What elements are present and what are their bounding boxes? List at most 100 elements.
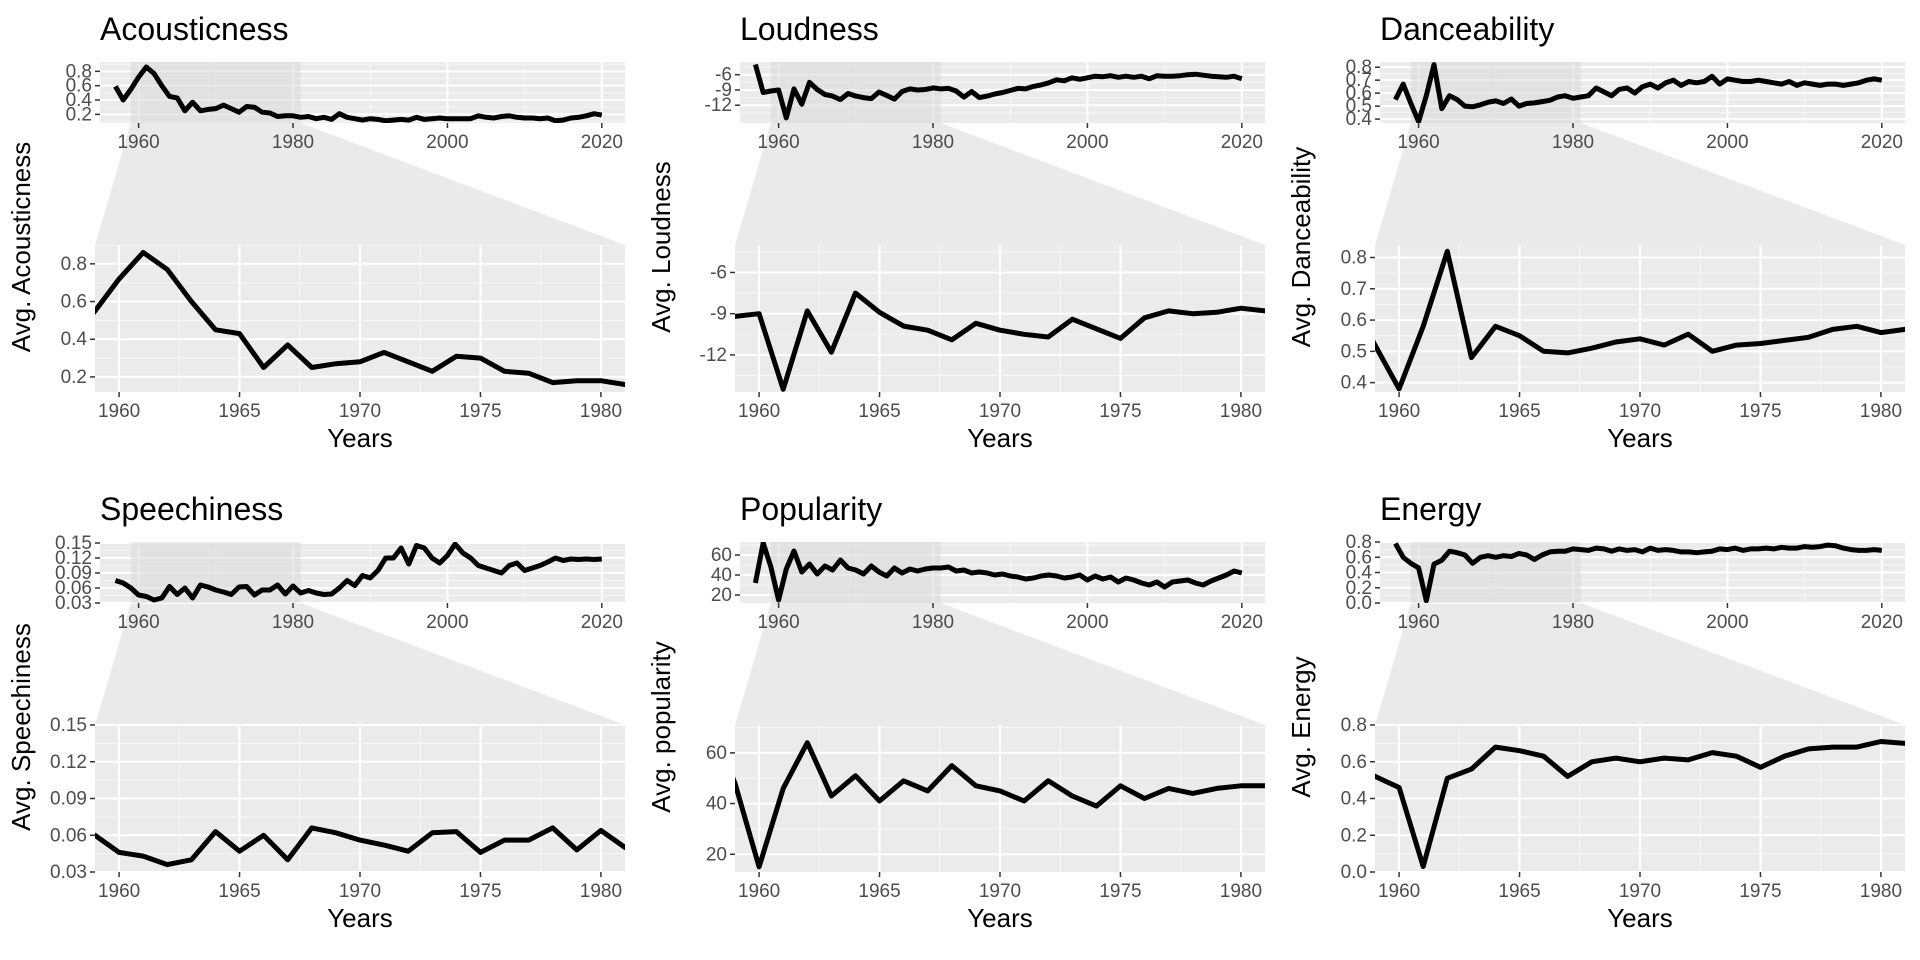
overview-y-tick-label: 40 xyxy=(711,565,732,586)
zoom-y-tick-label: 0.8 xyxy=(1341,248,1367,269)
zoom-x-tick-label: 1960 xyxy=(738,401,780,422)
zoom-y-tick-label: -6 xyxy=(710,262,727,283)
zoom-connector xyxy=(1375,603,1905,725)
zoom-y-tick-label: 0.6 xyxy=(61,292,87,313)
overview-series-line xyxy=(114,542,602,603)
overview-y-tick-label: 0.6 xyxy=(1346,83,1372,104)
x-axis-label: Years xyxy=(967,423,1033,453)
zoom-series-line xyxy=(95,250,625,387)
overview-x-tick-label: 2020 xyxy=(1221,132,1263,153)
zoom-x-tick-label: 1960 xyxy=(1378,401,1420,422)
overview-y-tick-label: 0.6 xyxy=(66,76,92,97)
zoom-x-tick-label: 1975 xyxy=(1099,881,1141,902)
zoom-y-tick-label: 0.2 xyxy=(1341,825,1367,846)
zoom-x-tick-label: 1970 xyxy=(339,401,381,422)
panel-loudness: Loudness 1960 1980 2000 2020 -12 -9 -6 1960 1965 1… xyxy=(640,0,1280,480)
zoom-x-tick-label: 1960 xyxy=(738,881,780,902)
zoom-major-grid xyxy=(95,724,625,873)
overview-x-tick-label: 2000 xyxy=(1706,612,1748,633)
zoom-major-grid xyxy=(735,725,1265,872)
overview-x-tick-label: 2020 xyxy=(1861,132,1903,153)
zoom-y-tick-label: 0.6 xyxy=(1341,752,1367,773)
zoom-connector xyxy=(1375,123,1905,245)
zoom-y-tick-label: 0.03 xyxy=(50,862,87,883)
zoom-y-tick-label: 0.6 xyxy=(1341,310,1367,331)
zoom-y-tick-label: 40 xyxy=(706,794,727,815)
x-axis-label: Years xyxy=(1607,423,1673,453)
zoom-x-tick-label: 1980 xyxy=(1220,881,1262,902)
overview-x-tick-label: 1980 xyxy=(272,132,314,153)
overview-x-tick-label: 2000 xyxy=(1706,132,1748,153)
zoom-y-tick-label: 0.4 xyxy=(1341,789,1368,810)
overview-x-tick-label: 1980 xyxy=(1552,132,1594,153)
overview-y-tick-label: 0.4 xyxy=(1346,563,1373,584)
overview-series-line xyxy=(113,64,603,123)
overview-x-tick-label: 1960 xyxy=(117,612,159,633)
zoom-y-tick-label: 0.0 xyxy=(1341,862,1367,883)
chart-title: Energy xyxy=(1380,491,1481,527)
zoom-y-tick-label: 0.4 xyxy=(1341,373,1368,394)
zoom-x-tick-label: 1975 xyxy=(1739,881,1781,902)
zoom-y-tick-label: 0.09 xyxy=(50,789,87,810)
y-axis-label: Avg. Speechiness xyxy=(6,623,36,831)
overview-y-tick-label: -12 xyxy=(705,95,732,116)
overview-y-tick-label: 0.8 xyxy=(1346,57,1372,78)
chart-title: Loudness xyxy=(740,11,879,47)
overview-x-tick-label: 1960 xyxy=(757,132,799,153)
panel-danceability: Danceability 1960 1980 2000 2020 0.4 0.5 0.6 0.7… xyxy=(1280,0,1920,480)
panel-speechiness: Speechiness 1960 1980 2000 2020 0.03 0.06 0.09 0… xyxy=(0,480,640,960)
zoom-series-line xyxy=(1375,739,1905,869)
zoom-y-tick-label: 0.8 xyxy=(1341,715,1367,736)
zoom-connector xyxy=(735,603,1265,725)
overview-y-tick-label: 20 xyxy=(711,585,732,606)
zoom-series-line xyxy=(735,740,1265,870)
overview-x-tick-label: 1960 xyxy=(1397,612,1439,633)
chart-title: Danceability xyxy=(1380,11,1554,47)
zoom-x-tick-label: 1965 xyxy=(1498,881,1540,902)
y-axis-label: Avg. popularity xyxy=(646,641,676,813)
overview-y-tick-label: -6 xyxy=(715,65,732,86)
overview-series-line xyxy=(752,542,1243,603)
zoom-y-tick-label: 0.06 xyxy=(50,825,87,846)
zoom-x-tick-label: 1975 xyxy=(459,401,501,422)
zoom-x-tick-label: 1960 xyxy=(1378,881,1420,902)
zoom-x-tick-label: 1965 xyxy=(218,401,260,422)
zoom-x-tick-label: 1980 xyxy=(580,401,622,422)
zoom-y-tick-label: -12 xyxy=(700,345,727,366)
overview-series-line xyxy=(1393,542,1883,603)
chart-title: Acousticness xyxy=(100,11,289,47)
zoom-x-tick-label: 1970 xyxy=(979,881,1021,902)
chart-title: Popularity xyxy=(740,491,882,527)
overview-series-line xyxy=(752,63,1243,121)
zoom-y-tick-label: 0.2 xyxy=(61,367,87,388)
overview-x-tick-label: 1980 xyxy=(912,612,954,633)
x-axis-label: Years xyxy=(327,903,393,933)
zoom-y-tick-label: 0.4 xyxy=(61,329,88,350)
overview-x-tick-label: 2000 xyxy=(1066,612,1108,633)
overview-y-tick-label: 0.4 xyxy=(1346,109,1373,130)
panel-energy: Energy 1960 1980 2000 2020 0.0 0.2 0.4 0.6 0.8 196… xyxy=(1280,480,1920,960)
zoom-x-tick-label: 1965 xyxy=(858,881,900,902)
overview-y-tick-label: 0.15 xyxy=(55,533,92,554)
overview-y-tick-label: 0.8 xyxy=(1346,532,1372,553)
overview-x-tick-label: 2020 xyxy=(581,132,623,153)
overview-x-tick-label: 1980 xyxy=(272,612,314,633)
zoom-connector xyxy=(735,123,1265,245)
zoom-x-tick-label: 1980 xyxy=(1860,881,1902,902)
overview-x-tick-label: 1960 xyxy=(117,132,159,153)
x-axis-label: Years xyxy=(1607,903,1673,933)
zoom-x-tick-label: 1970 xyxy=(1619,401,1661,422)
zoom-x-tick-label: 1965 xyxy=(858,401,900,422)
chart-title: Speechiness xyxy=(100,491,283,527)
zoom-x-tick-label: 1965 xyxy=(218,881,260,902)
overview-y-tick-label: 0.5 xyxy=(1346,96,1372,117)
overview-zoom-highlight xyxy=(770,62,941,123)
overview-series-line xyxy=(1393,62,1883,123)
x-axis-label: Years xyxy=(967,903,1033,933)
zoom-y-tick-label: 20 xyxy=(706,844,727,865)
zoom-x-tick-label: 1975 xyxy=(1099,401,1141,422)
